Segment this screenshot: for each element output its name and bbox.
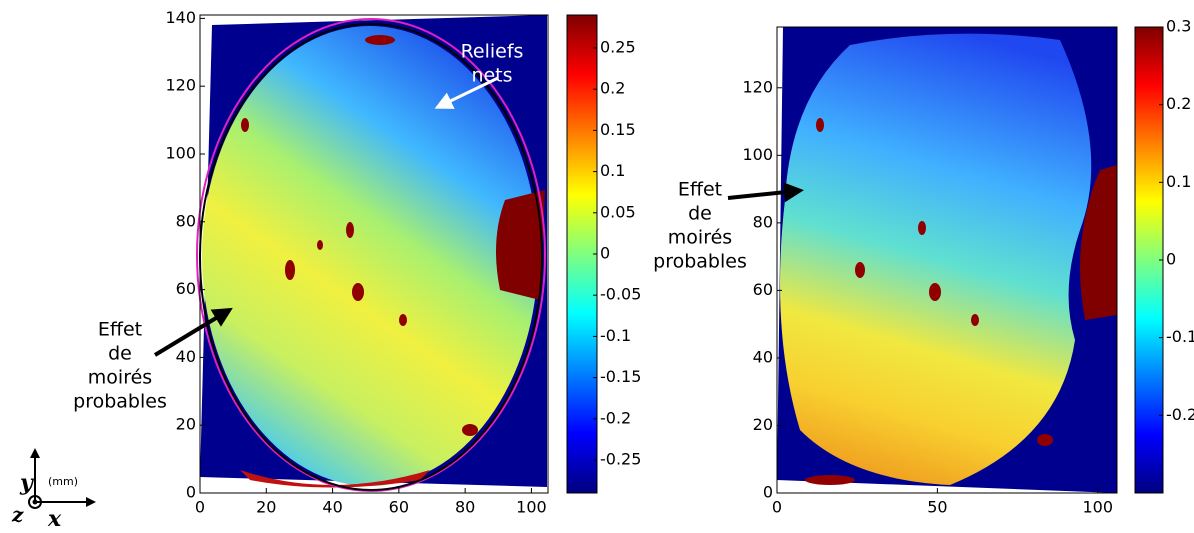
colorbar xyxy=(566,14,598,494)
x-tick-label: 60 xyxy=(389,498,409,517)
annotation: de xyxy=(688,203,712,225)
annotation: de xyxy=(108,343,132,365)
colorbar-tick-label: 0.2 xyxy=(1166,94,1191,113)
colorbar-tick-label: 0.1 xyxy=(1166,172,1191,191)
x-tick-label: 0 xyxy=(195,498,205,517)
y-tick-label: 20 xyxy=(176,415,196,434)
annotation: probables xyxy=(653,251,747,273)
x-tick-label: 0 xyxy=(772,498,782,517)
y-tick-label: 100 xyxy=(165,143,196,162)
y-tick-label: 60 xyxy=(176,279,196,298)
annotation: Effet xyxy=(98,319,142,341)
annotation: probables xyxy=(73,391,167,413)
annotation: moirés xyxy=(668,227,732,249)
axes-frame xyxy=(776,26,1118,494)
colorbar-tick-label: -0.05 xyxy=(600,285,641,304)
triad-label: z xyxy=(11,503,24,527)
y-tick-label: 40 xyxy=(753,347,773,366)
map-image xyxy=(777,27,1117,493)
triad-label: y xyxy=(19,470,35,496)
y-tick-label: 120 xyxy=(742,77,773,96)
colorbar-tick-label: 0.3 xyxy=(1166,17,1191,36)
y-tick-label: 60 xyxy=(753,280,773,299)
arrow xyxy=(434,76,499,109)
x-tick-label: 20 xyxy=(256,498,276,517)
y-tick-label: 0 xyxy=(186,483,196,502)
arrow xyxy=(727,182,804,203)
x-tick-label: 100 xyxy=(516,498,547,517)
map-image xyxy=(196,15,547,492)
colorbar-tick-label: 0 xyxy=(600,244,610,263)
triad-label: x xyxy=(47,506,62,529)
y-tick-label: 100 xyxy=(742,145,773,164)
colorbar-tick-label: 0.2 xyxy=(600,79,625,98)
y-tick-label: 140 xyxy=(165,8,196,27)
axes-frame xyxy=(199,14,549,494)
triad-unit: (mm) xyxy=(48,475,78,488)
x-tick-label: 50 xyxy=(927,498,947,517)
y-tick-label: 80 xyxy=(753,212,773,231)
colorbar-tick-label: -0.1 xyxy=(600,326,631,345)
y-tick-label: 80 xyxy=(176,211,196,230)
colorbar-tick-label: -0.15 xyxy=(600,367,641,386)
colorbar-tick-label: 0.25 xyxy=(600,37,636,56)
x-tick-label: 40 xyxy=(322,498,342,517)
colorbar-tick-label: -0.2 xyxy=(600,408,631,427)
y-tick-label: 20 xyxy=(753,415,773,434)
colorbar-tick-label: -0.2 xyxy=(1166,405,1194,424)
colorbar-tick-label: -0.1 xyxy=(1166,327,1194,346)
x-tick-label: 80 xyxy=(455,498,475,517)
annotation: nets xyxy=(471,65,512,87)
colorbar-tick-label: -0.25 xyxy=(600,450,641,469)
annotation: Effet xyxy=(678,179,722,201)
colorbar-tick-label: 0 xyxy=(1166,250,1176,269)
colorbar-tick-label: 0.05 xyxy=(600,202,636,221)
y-tick-label: 40 xyxy=(176,347,196,366)
x-tick-label: 100 xyxy=(1082,498,1113,517)
annotation: Reliefs xyxy=(461,41,524,63)
axis-triad xyxy=(28,448,96,509)
arrow xyxy=(153,307,233,357)
y-tick-label: 0 xyxy=(763,483,773,502)
y-tick-label: 120 xyxy=(165,76,196,95)
colorbar-tick-label: 0.1 xyxy=(600,161,625,180)
colorbar xyxy=(1134,26,1164,494)
colorbar-tick-label: 0.15 xyxy=(600,120,636,139)
annotation: moirés xyxy=(88,367,152,389)
